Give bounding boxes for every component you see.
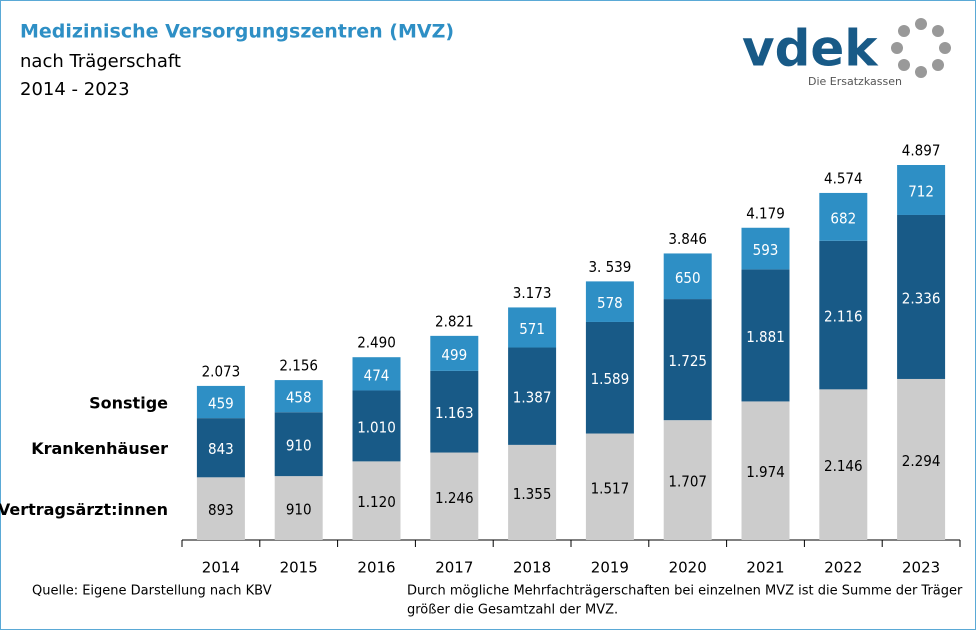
bar-segment [196, 418, 245, 478]
data-label: 458 [286, 389, 312, 407]
total-label: 3.846 [668, 230, 707, 248]
bar-segment [897, 214, 946, 379]
x-tick-label: 2015 [280, 559, 318, 577]
bar-segment [585, 281, 634, 322]
data-label: 910 [286, 501, 312, 519]
data-label: 2.116 [824, 308, 863, 326]
data-label: 459 [208, 395, 234, 413]
data-label: 1.589 [591, 370, 630, 388]
data-label: 1.120 [357, 493, 396, 511]
x-tick-label: 2023 [902, 559, 940, 577]
bar-segment [508, 307, 557, 348]
data-label: 1.974 [746, 463, 785, 481]
total-label: 3.173 [513, 284, 552, 302]
bar-segment [663, 253, 712, 300]
bar-segment [352, 461, 401, 540]
bar-segment [430, 370, 479, 453]
data-label: 2.294 [902, 452, 941, 470]
bar-segment [274, 412, 323, 477]
legend-label: Vertragsärzt:innen [0, 500, 168, 519]
bar-segment [196, 477, 245, 540]
logo-tagline: Die Ersatzkassen [808, 75, 902, 88]
bar-segment [274, 380, 323, 413]
total-label: 4.897 [902, 142, 941, 160]
total-label: 2.490 [357, 334, 396, 352]
bar-segment [663, 299, 712, 421]
bar-segment [508, 444, 557, 540]
data-label: 1.246 [435, 489, 474, 507]
legend-label: Krankenhäuser [31, 439, 168, 458]
bar-segment [819, 240, 868, 390]
subtitle: 2014 - 2023 [20, 79, 130, 100]
bar-segment [430, 335, 479, 371]
bar-segment [741, 401, 790, 540]
data-label: 843 [208, 440, 234, 458]
data-label: 650 [675, 269, 701, 287]
bar-segment [430, 452, 479, 540]
data-label: 910 [286, 437, 312, 455]
total-label: 4.179 [746, 204, 785, 222]
data-label: 712 [908, 182, 934, 200]
bar-segment [819, 389, 868, 540]
x-tick-label: 2022 [824, 559, 862, 577]
bar-segment [508, 347, 557, 445]
bar-segment [663, 420, 712, 540]
bar-segment [585, 433, 634, 540]
data-label: 1.387 [513, 389, 552, 407]
bar-segment [741, 269, 790, 402]
total-label: 2.821 [435, 312, 474, 330]
source: Quelle: Eigene Darstellung nach KBV [32, 584, 272, 599]
data-label: 1.881 [746, 328, 785, 346]
chart-title: Medizinische Versorgungszentren (MVZ) [20, 21, 454, 43]
x-tick-label: 2020 [669, 559, 707, 577]
data-label: 499 [441, 346, 467, 364]
bar-segment [819, 192, 868, 241]
data-label: 1.010 [357, 418, 396, 436]
bar-segment [585, 321, 634, 434]
legend-label: Sonstige [89, 394, 168, 413]
data-label: 2.336 [902, 289, 941, 307]
data-label: 1.355 [513, 485, 552, 503]
data-label: 682 [830, 209, 856, 227]
data-label: 593 [753, 241, 779, 259]
data-label: 1.517 [591, 479, 630, 497]
data-label: 1.707 [668, 473, 707, 491]
x-tick-label: 2014 [202, 559, 240, 577]
logo: vdek Die Ersatzkassen [742, 18, 951, 88]
bar-segment [274, 476, 323, 540]
x-tick-label: 2021 [746, 559, 784, 577]
total-label: 2.073 [202, 362, 241, 380]
data-label: 571 [519, 320, 545, 338]
total-label: 4.574 [824, 169, 863, 187]
data-label: 474 [364, 366, 390, 384]
subtitle: nach Trägerschaft [20, 51, 181, 72]
data-label: 578 [597, 294, 623, 312]
logo-ring [891, 18, 951, 78]
x-tick-label: 2018 [513, 559, 551, 577]
logo-text: vdek [742, 20, 879, 78]
data-label: 893 [208, 501, 234, 519]
bar-segment [741, 227, 790, 270]
x-tick-label: 2017 [435, 559, 473, 577]
x-tick-label: 2019 [591, 559, 629, 577]
total-label: 3. 539 [588, 258, 631, 276]
data-label: 1.725 [668, 352, 707, 370]
data-label: 2.146 [824, 457, 863, 475]
x-tick-label: 2016 [357, 559, 395, 577]
data-label: 1.163 [435, 404, 474, 422]
total-label: 2.156 [279, 357, 318, 375]
bar-segment [352, 390, 401, 462]
note: Durch mögliche Mehrfachträgerschaften be… [407, 584, 963, 599]
bar-segment [897, 378, 946, 540]
bar-segment [897, 165, 946, 215]
note: größer die Gesamtzahl der MVZ. [407, 603, 618, 618]
bar-segment [196, 385, 245, 419]
bar-segment [352, 357, 401, 391]
